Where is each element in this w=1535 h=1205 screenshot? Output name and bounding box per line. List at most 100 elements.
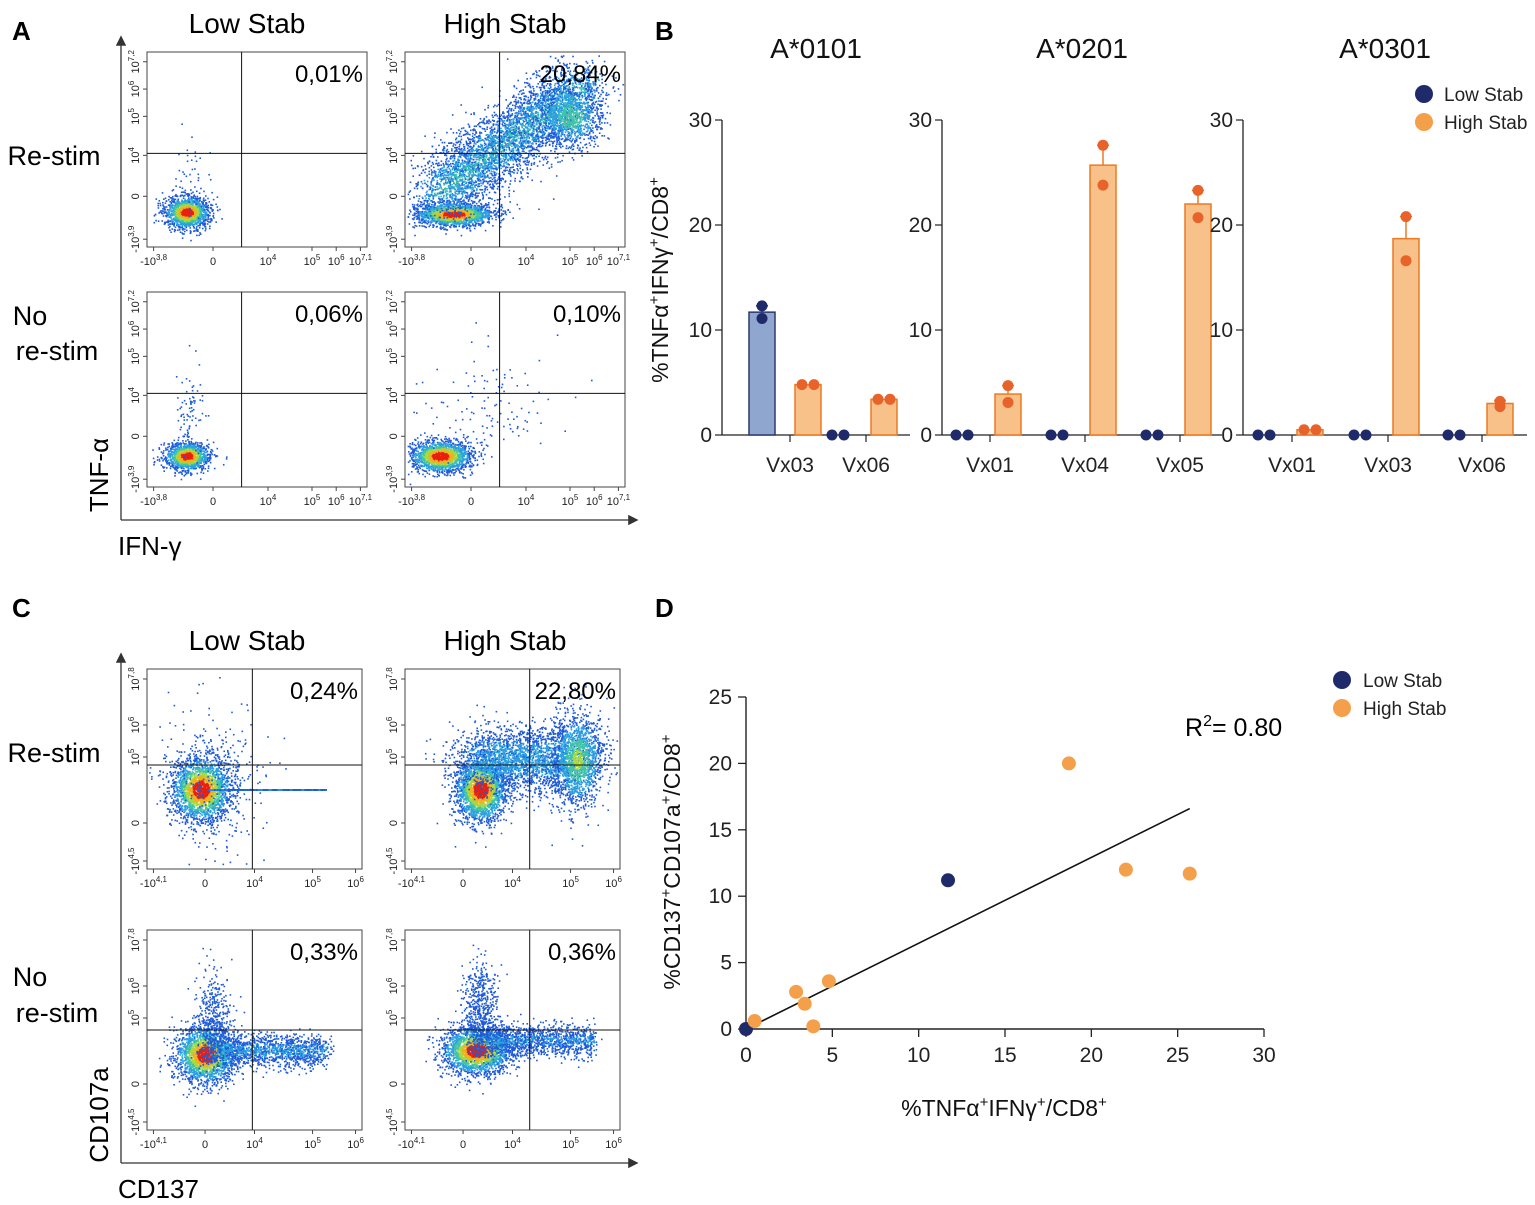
panel-a-flow-plot-1-1-y-tick: 105 xyxy=(385,347,400,364)
y-tick-label: 30 xyxy=(689,109,712,132)
panel-a-flow-plot-1-0-y-tick: 0 xyxy=(130,433,142,439)
data-point xyxy=(1360,429,1372,441)
x-tick-label: 10 xyxy=(907,1044,930,1067)
panel-a-flow-plot-0-1-y-tick: 0 xyxy=(388,193,400,199)
panel-c-flow-plot-0-1-y-tick: 106 xyxy=(385,716,400,733)
panel-a-flow-plot-1-0-x-tick: 105 xyxy=(304,493,321,508)
y-tick-label: 10 xyxy=(909,319,932,342)
legend-label-high: High Stab xyxy=(1444,113,1527,134)
panel-a-flow-plot-1-0-x-tick: 106 xyxy=(328,493,345,508)
panel-c-flow-plot-1-1-x-tick: 104 xyxy=(504,1136,521,1151)
panel-c-col-title-low: Low Stab xyxy=(189,625,306,656)
bar xyxy=(870,398,898,436)
panel-d: D Low Stab High Stab R2= 0.80 %CD137+CD1… xyxy=(655,593,1446,1121)
panel-c-flow-plot-0-0-y-tick: 107,8 xyxy=(127,667,142,691)
scatter-point xyxy=(747,1014,762,1029)
bar xyxy=(1089,164,1117,436)
panel-c-flow-plot-0-1-y-tick: 107,8 xyxy=(385,667,400,691)
panel-a-flow-plot-0-0-percentage: 0,01% xyxy=(295,61,363,88)
panel-c-flow-plot-0-1-x-tick: 106 xyxy=(605,875,622,890)
panel-a-flow-plot-0-0-events xyxy=(153,123,223,242)
legend-label-low: Low Stab xyxy=(1444,85,1523,106)
panel-a-flow-plot-0-1-y-tick: 106 xyxy=(385,80,400,97)
y-tick-label: 0 xyxy=(1221,424,1233,447)
panel-c-flow-plot-1-1-y-tick: 106 xyxy=(385,977,400,994)
panel-a-flow-plot-0-1-events xyxy=(407,55,625,237)
panel-b: B %TNFα+IFNγ+/CD8+ A*0101 0 10 20 30 Vx03 Vx06… xyxy=(646,16,1527,477)
x-tick-label: Vx04 xyxy=(1061,454,1109,477)
panel-c-flow-plot-0-1-x-tick: 104 xyxy=(504,875,521,890)
x-tick-label: Vx05 xyxy=(1156,454,1204,477)
panel-d-legend: Low Stab High Stab xyxy=(1333,671,1446,720)
panel-c-flow-plot-1-0-x-tick: 0 xyxy=(202,1139,208,1151)
x-tick-label: 20 xyxy=(1080,1044,1103,1067)
panel-a-flow-plot-0-0-x-tick: 106 xyxy=(328,253,345,268)
data-point xyxy=(808,379,820,391)
panel-c-flow-plot-0-0-x-tick: 105 xyxy=(304,875,321,890)
panel-c-flow-plot-0-1-y-tick: 0 xyxy=(388,820,400,826)
panel-c-flow-plot-0-0-x-tick: 104 xyxy=(246,875,263,890)
data-point xyxy=(1400,255,1412,267)
data-point xyxy=(1400,211,1412,223)
y-tick-label: 10 xyxy=(689,319,712,342)
panel-a-y-axis-label: TNF-α xyxy=(84,438,114,512)
data-point xyxy=(1097,179,1109,191)
panel-letter-d: D xyxy=(655,593,674,623)
panel-a-flow-plot-1-0-y-tick: 105 xyxy=(127,347,142,364)
data-point xyxy=(962,429,974,441)
panel-c-flow-plot-0-0-y-tick: 105 xyxy=(127,748,142,765)
panel-a-flow-plot-0-1-y-tick: 104 xyxy=(385,146,400,163)
bar-subplot-title: A*0101 xyxy=(770,33,862,64)
y-tick-label: 30 xyxy=(1210,109,1233,132)
panel-b-y-label: %TNFα+IFNγ+/CD8+ xyxy=(646,177,673,383)
data-point xyxy=(1045,429,1057,441)
panel-a-flow-plot-0-1: 20,84% -103,8 0 104 105 106 107,1 -103,9 0 104 105… xyxy=(385,50,631,268)
panel-letter-c: C xyxy=(12,593,31,623)
data-point xyxy=(1140,429,1152,441)
data-point xyxy=(1192,184,1204,196)
r-squared-label: R2= 0.80 xyxy=(1185,713,1282,742)
y-tick-label: 20 xyxy=(689,214,712,237)
panel-d-y-label: %CD137+CD107a+/CD8+ xyxy=(658,734,685,989)
panel-a-flow-plot-0-0-x-tick: 107,1 xyxy=(349,253,373,268)
panel-c-flow-plot-1-1-y-tick: 107,8 xyxy=(385,928,400,952)
panel-a-flow-plot-1-0-x-tick: 0 xyxy=(210,496,216,508)
panel-c-flow-plot-0-0-x-tick: -104,1 xyxy=(140,875,168,890)
panel-a-flow-plot-1-1-x-tick: -103,8 xyxy=(398,493,426,508)
panel-b-bar-charts: A*0101 0 10 20 30 Vx03 Vx06 A*0201 0 10 20 30 Vx01 Vx… xyxy=(689,33,1527,477)
bar xyxy=(748,311,776,436)
scatter-point xyxy=(806,1019,821,1034)
panel-c-flow-plot-0-1-events xyxy=(424,684,619,848)
panel-a-flow-plot-1-0-events xyxy=(152,344,228,481)
panel-a-flow-plot-0-1-y-tick: 105 xyxy=(385,107,400,124)
panel-c-flow-plot-1-0-x-tick: -104,1 xyxy=(140,1136,168,1151)
x-tick-label: 15 xyxy=(993,1044,1016,1067)
bar-subplot-2: A*0301 0 10 20 30 Vx01 Vx03 Vx06 xyxy=(1210,33,1527,477)
data-point xyxy=(1002,380,1014,392)
y-tick-label: 10 xyxy=(709,885,732,908)
panel-a-flow-plot-0-0-frame xyxy=(146,51,368,248)
panel-b-legend: Low Stab High Stab xyxy=(1415,85,1527,134)
panel-c-flow-plot-0-0-y-tick: 0 xyxy=(130,820,142,826)
bar xyxy=(1392,237,1420,436)
panel-a-flow-plot-0-1-y-tick: 107,2 xyxy=(385,50,400,74)
panel-c-flow-plot-1-0-y-tick: 106 xyxy=(127,977,142,994)
panel-a-flow-plot-1-1-y-tick: 106 xyxy=(385,320,400,337)
legend-dot-high xyxy=(1333,699,1351,717)
panel-c: C Low Stab High Stab Re-stim No re-stim … xyxy=(8,593,639,1204)
panel-a-flow-plot-1-1-y-tick: 104 xyxy=(385,386,400,403)
bar-subplot-title: A*0201 xyxy=(1036,33,1128,64)
panel-c-flow-plot-1-0-x-tick: 106 xyxy=(347,1136,364,1151)
scatter-point xyxy=(1118,862,1133,877)
bar-subplot-1: A*0201 0 10 20 30 Vx01 Vx04 Vx05 xyxy=(909,33,1222,477)
panel-c-flow-plot-0-1-y-tick: 105 xyxy=(385,748,400,765)
panel-a-flow-plot-1-0-x-tick: -103,8 xyxy=(140,493,168,508)
panel-letter-b: B xyxy=(655,16,674,46)
panel-a-flow-plot-1-0-percentage: 0,06% xyxy=(295,301,363,328)
panel-c-flow-plot-1-0-y-tick: 107,8 xyxy=(127,928,142,952)
scatter-point xyxy=(821,974,836,989)
y-tick-label: 30 xyxy=(909,109,932,132)
bar-subplot-0: A*0101 0 10 20 30 Vx03 Vx06 xyxy=(689,33,910,477)
panel-a-flow-plot-0-1-x-tick: 0 xyxy=(468,256,474,268)
y-tick-label: 20 xyxy=(709,752,732,775)
